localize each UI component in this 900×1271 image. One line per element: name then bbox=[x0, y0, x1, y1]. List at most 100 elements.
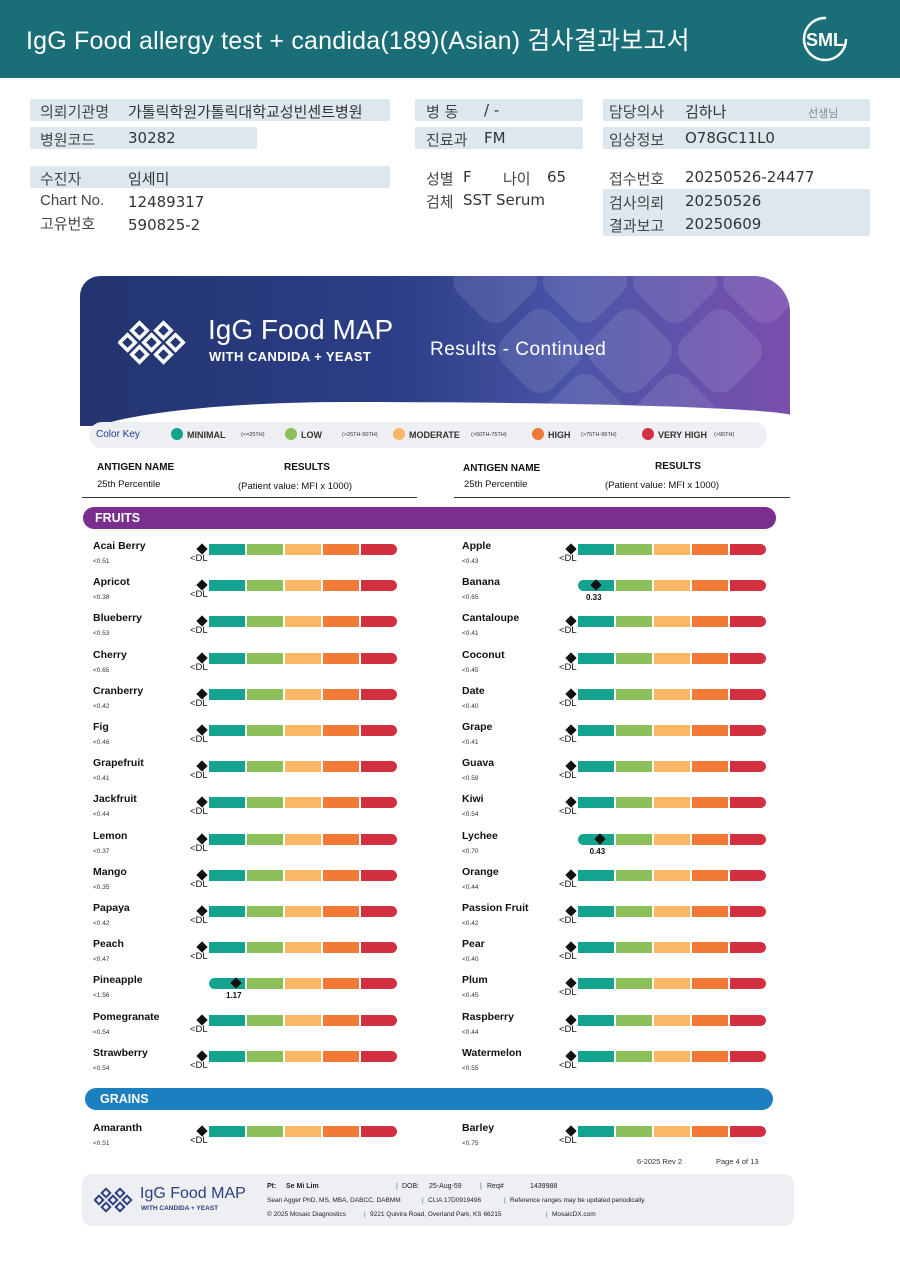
result-scale-bar bbox=[209, 1015, 397, 1026]
scale-segment bbox=[692, 906, 728, 917]
below-detection-label: <DL bbox=[190, 843, 208, 854]
scale-segment bbox=[209, 653, 245, 664]
antigen-name: Blueberry bbox=[93, 612, 143, 624]
scale-segment bbox=[730, 1126, 766, 1137]
scale-segment bbox=[692, 978, 728, 989]
scale-segment bbox=[616, 580, 652, 591]
result-scale-bar bbox=[578, 870, 766, 881]
scale-segment bbox=[692, 834, 728, 845]
scale-segment bbox=[361, 942, 397, 953]
scale-segment bbox=[285, 942, 321, 953]
result-scale-bar bbox=[578, 1015, 766, 1026]
bar-gap bbox=[576, 544, 578, 555]
antigen-name: Grape bbox=[462, 721, 493, 733]
scale-segment bbox=[361, 906, 397, 917]
scale-segment bbox=[730, 870, 766, 881]
antigen-name: Cranberry bbox=[93, 685, 144, 697]
percentile-value: <0.45 bbox=[462, 992, 479, 999]
ward-value: / - bbox=[484, 101, 500, 119]
scale-segment bbox=[209, 1015, 245, 1026]
footer-req: 1439988 bbox=[530, 1183, 558, 1190]
scale-segment bbox=[578, 725, 614, 736]
below-detection-label: <DL bbox=[559, 951, 577, 962]
below-detection-label: <DL bbox=[559, 987, 577, 998]
scale-segment bbox=[578, 942, 614, 953]
percentile-value: <0.44 bbox=[462, 1029, 479, 1036]
scale-segment bbox=[361, 978, 397, 989]
below-detection-label: <DL bbox=[559, 625, 577, 636]
results-header: RESULTS bbox=[655, 461, 701, 472]
institution-label: 의뢰기관명 bbox=[40, 103, 110, 121]
scale-segment bbox=[578, 653, 614, 664]
result-scale-bar bbox=[578, 942, 766, 953]
report-banner: IgG Food MAP WITH CANDIDA + YEAST Result… bbox=[80, 276, 790, 426]
scale-segment bbox=[285, 1126, 321, 1137]
below-detection-label: <DL bbox=[559, 662, 577, 673]
result-scale-bar bbox=[209, 978, 397, 989]
footer-separator: | bbox=[396, 1183, 398, 1190]
scale-segment bbox=[654, 580, 690, 591]
institution-value: 가톨릭학원가톨릭대학교성빈센트병원 bbox=[128, 103, 363, 121]
scale-segment bbox=[361, 1051, 397, 1062]
result-scale-bar bbox=[578, 616, 766, 627]
results-header: RESULTS bbox=[284, 462, 330, 473]
hospital-code-bar bbox=[30, 127, 257, 149]
result-scale-bar bbox=[209, 544, 397, 555]
scale-segment bbox=[323, 1051, 359, 1062]
scale-segment bbox=[654, 870, 690, 881]
scale-segment bbox=[247, 1051, 283, 1062]
bar-gap bbox=[207, 761, 209, 772]
doctor-bar bbox=[603, 99, 870, 121]
bar-gap bbox=[576, 1015, 578, 1026]
scale-segment bbox=[361, 1015, 397, 1026]
antigen-name: Kiwi bbox=[462, 793, 484, 805]
below-detection-label: <DL bbox=[190, 662, 208, 673]
antigen-name: Pear bbox=[462, 938, 485, 950]
examinee-label: 수진자 bbox=[40, 170, 82, 188]
doctor-value: 김하나 bbox=[685, 103, 727, 121]
report-header: IgG Food allergy test + candida(189)(Asi… bbox=[0, 0, 900, 78]
scale-segment bbox=[616, 1015, 652, 1026]
antigen-name: Lemon bbox=[93, 830, 128, 842]
below-detection-label: <DL bbox=[190, 1024, 208, 1035]
scale-segment bbox=[730, 942, 766, 953]
scale-segment bbox=[323, 978, 359, 989]
below-detection-label: <DL bbox=[190, 589, 208, 600]
scale-segment bbox=[323, 689, 359, 700]
scale-segment bbox=[692, 1126, 728, 1137]
id-label: 고유번호 bbox=[40, 215, 96, 233]
scale-segment bbox=[247, 870, 283, 881]
scale-segment bbox=[285, 725, 321, 736]
scale-segment bbox=[616, 942, 652, 953]
footer-separator: | bbox=[504, 1197, 506, 1204]
color-key-name: MINIMAL bbox=[187, 430, 226, 440]
footer-address: 9221 Quivira Road, Overland Park, KS 662… bbox=[370, 1211, 502, 1218]
section-grains: GRAINS bbox=[85, 1088, 773, 1110]
result-value: 0.43 bbox=[589, 847, 606, 856]
percentile-value: <0.54 bbox=[462, 811, 479, 818]
header-divider bbox=[82, 497, 417, 498]
scale-segment bbox=[692, 870, 728, 881]
bar-gap bbox=[576, 870, 578, 881]
sex-label: 성별 bbox=[426, 170, 454, 188]
scale-segment bbox=[247, 653, 283, 664]
scale-segment bbox=[578, 1015, 614, 1026]
scale-segment bbox=[730, 797, 766, 808]
scale-segment bbox=[654, 834, 690, 845]
percentile-value: <0.41 bbox=[93, 775, 110, 782]
scale-segment bbox=[578, 544, 614, 555]
scale-segment bbox=[654, 616, 690, 627]
result-scale-bar bbox=[209, 653, 397, 664]
scale-segment bbox=[323, 1015, 359, 1026]
antigen-name: Plum bbox=[462, 974, 488, 986]
page-heading: Results - Continued bbox=[430, 339, 607, 360]
doctor-label: 담당의사 bbox=[609, 103, 665, 121]
footer-copyright: © 2025 Mosaic Diagnostics bbox=[267, 1211, 346, 1218]
bar-gap bbox=[576, 906, 578, 917]
scale-segment bbox=[616, 761, 652, 772]
antigen-name: Amaranth bbox=[93, 1122, 143, 1134]
below-detection-label: <DL bbox=[190, 1060, 208, 1071]
footer-separator: | bbox=[422, 1197, 424, 1204]
scale-segment bbox=[361, 616, 397, 627]
sex-value: F bbox=[463, 168, 472, 186]
